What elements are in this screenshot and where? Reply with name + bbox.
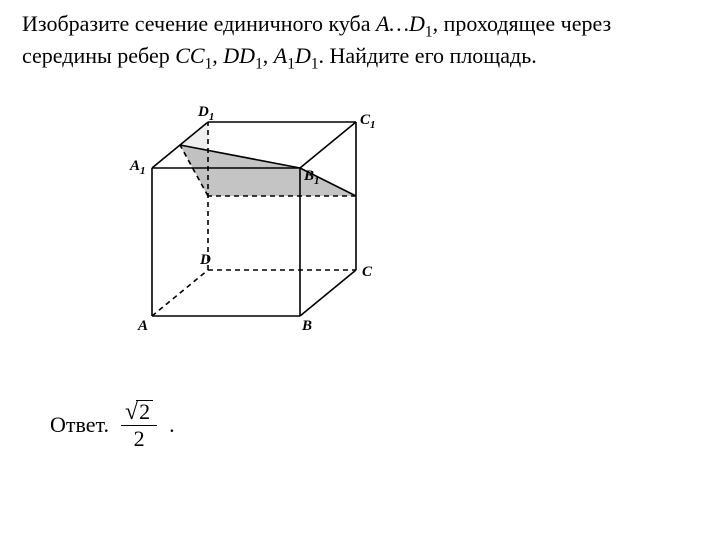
svg-text:C: C [362, 264, 373, 280]
sub: 1 [425, 23, 433, 40]
answer-block: Ответ. √ 2 2 . [50, 400, 175, 450]
svg-text:D1: D1 [197, 104, 214, 123]
svg-text:B: B [301, 318, 312, 334]
sep: , [263, 43, 274, 68]
problem-statement: Изобразите сечение единичного куба A…D1,… [22, 10, 698, 73]
edge: CC [175, 43, 204, 68]
sep: , [212, 43, 223, 68]
edge: A [274, 43, 287, 68]
sqrt: √ 2 [125, 400, 153, 423]
sub: 1 [255, 55, 263, 72]
text: , проходящее через [433, 11, 612, 36]
trailing-period: . [169, 412, 175, 438]
cube-svg: ABCDA1B1C1D1 [100, 90, 400, 360]
sub: 1 [311, 55, 319, 72]
svg-text:A1: A1 [129, 158, 146, 177]
text: середины ребер [22, 43, 175, 68]
fraction: √ 2 2 [121, 400, 157, 450]
cube-diagram: ABCDA1B1C1D1 [100, 90, 400, 360]
radical-sign: √ [125, 401, 138, 424]
answer-label: Ответ. [50, 412, 109, 438]
cube-name: A…D [376, 11, 425, 36]
svg-text:D: D [199, 252, 211, 268]
numerator: √ 2 [121, 400, 157, 426]
edge: D [295, 43, 311, 68]
edge: DD [223, 43, 255, 68]
page: Изобразите сечение единичного куба A…D1,… [0, 0, 720, 540]
text: . Найдите его площадь. [319, 43, 537, 68]
sub: 1 [287, 55, 295, 72]
svg-text:A: A [137, 318, 148, 334]
svg-text:C1: C1 [360, 112, 376, 131]
radicand: 2 [136, 400, 153, 423]
denominator: 2 [134, 426, 145, 450]
text: Изобразите сечение единичного куба [22, 11, 376, 36]
